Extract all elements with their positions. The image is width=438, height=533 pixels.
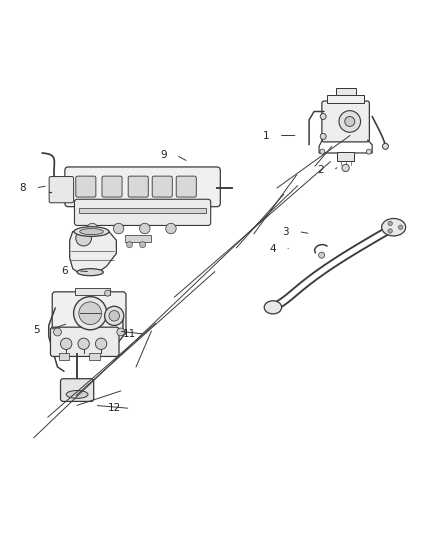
Ellipse shape — [381, 219, 406, 236]
Circle shape — [320, 133, 326, 139]
Circle shape — [166, 223, 176, 234]
Circle shape — [399, 225, 403, 229]
Bar — [125, 235, 151, 243]
FancyBboxPatch shape — [76, 176, 96, 197]
Circle shape — [74, 297, 107, 330]
Ellipse shape — [66, 391, 88, 398]
Bar — [89, 352, 100, 360]
FancyBboxPatch shape — [60, 379, 94, 401]
Circle shape — [388, 229, 392, 233]
Bar — [79, 207, 206, 213]
Ellipse shape — [77, 269, 103, 276]
Ellipse shape — [264, 301, 282, 314]
FancyBboxPatch shape — [128, 176, 148, 197]
Bar — [327, 95, 364, 103]
Text: 4: 4 — [269, 244, 276, 254]
Bar — [75, 288, 110, 295]
Text: 6: 6 — [62, 266, 68, 276]
Circle shape — [140, 241, 146, 248]
Ellipse shape — [74, 227, 109, 236]
Circle shape — [117, 328, 125, 336]
Circle shape — [366, 149, 371, 154]
Circle shape — [105, 306, 124, 326]
Circle shape — [339, 111, 360, 132]
Circle shape — [105, 290, 111, 296]
Polygon shape — [70, 231, 117, 273]
FancyBboxPatch shape — [49, 176, 74, 203]
Circle shape — [320, 149, 325, 154]
Text: 8: 8 — [19, 183, 26, 193]
FancyBboxPatch shape — [102, 176, 122, 197]
Circle shape — [345, 117, 355, 126]
Text: 5: 5 — [33, 325, 40, 335]
Bar — [337, 152, 354, 161]
Circle shape — [318, 252, 325, 258]
Circle shape — [140, 223, 150, 234]
Circle shape — [388, 221, 392, 225]
Text: 2: 2 — [317, 165, 324, 175]
FancyBboxPatch shape — [52, 292, 126, 335]
Text: 12: 12 — [107, 403, 121, 414]
Circle shape — [342, 164, 349, 172]
Bar — [336, 88, 356, 95]
Text: 11: 11 — [123, 329, 136, 339]
Circle shape — [95, 338, 107, 350]
Circle shape — [113, 223, 124, 234]
Circle shape — [76, 230, 92, 246]
Text: 1: 1 — [263, 131, 269, 141]
Circle shape — [109, 311, 120, 321]
Circle shape — [60, 338, 72, 350]
FancyBboxPatch shape — [176, 176, 196, 197]
Circle shape — [127, 241, 133, 248]
Circle shape — [53, 328, 61, 336]
FancyBboxPatch shape — [50, 327, 119, 357]
Circle shape — [79, 302, 102, 325]
Ellipse shape — [80, 229, 103, 235]
Circle shape — [87, 223, 98, 234]
Text: 3: 3 — [282, 227, 289, 237]
FancyBboxPatch shape — [74, 199, 211, 225]
Circle shape — [382, 143, 389, 149]
FancyBboxPatch shape — [65, 167, 220, 207]
Circle shape — [320, 114, 326, 119]
Circle shape — [78, 338, 89, 350]
Bar — [59, 352, 69, 360]
FancyBboxPatch shape — [322, 101, 369, 142]
Text: 9: 9 — [160, 150, 166, 160]
FancyBboxPatch shape — [152, 176, 172, 197]
